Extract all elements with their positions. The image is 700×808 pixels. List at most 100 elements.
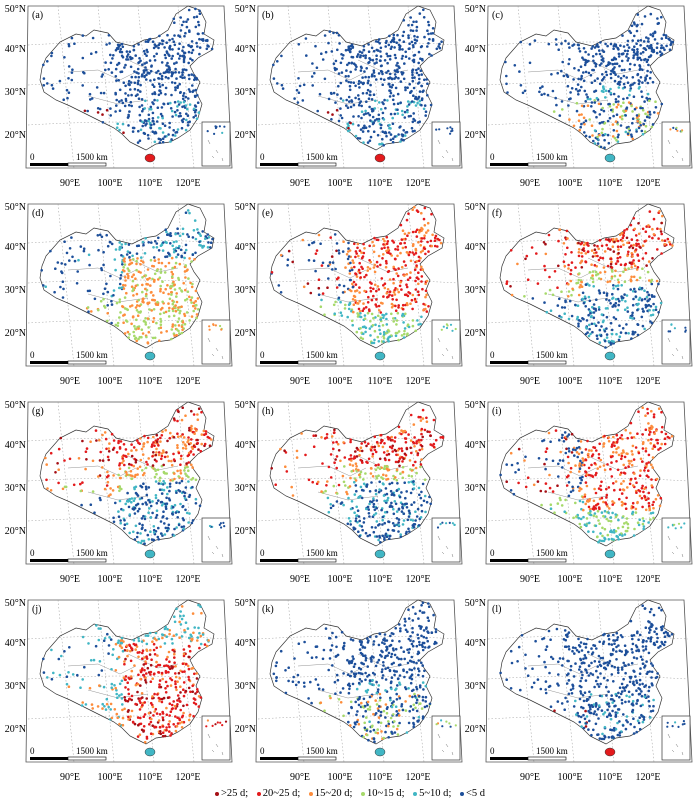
station-dot (163, 482, 167, 485)
station-dot (385, 535, 389, 539)
station-dot (367, 508, 370, 511)
station-dot (173, 265, 177, 269)
station-dot (614, 98, 618, 101)
station-dot (209, 246, 212, 249)
station-dot (544, 490, 547, 493)
station-dot (414, 279, 417, 283)
station-dot (618, 256, 622, 259)
station-dot (614, 317, 618, 321)
station-dot (184, 508, 187, 512)
station-dot (594, 324, 598, 327)
station-dot (421, 408, 425, 412)
station-dot (584, 134, 588, 138)
station-dot (584, 119, 588, 122)
station-dot (358, 291, 361, 294)
station-dot (349, 520, 352, 523)
station-dot (184, 243, 188, 247)
station-dot (83, 109, 87, 113)
station-dot (596, 43, 599, 46)
station-dot (618, 533, 622, 536)
station-dot (135, 262, 138, 266)
station-dot (588, 284, 591, 287)
station-dot (576, 455, 579, 459)
station-dot (429, 443, 432, 446)
station-dot (404, 532, 408, 535)
map-panel: (g)50°N40°N30°N20°N90°E 100°E 110°E 120°E0 1… (5, 400, 233, 585)
station-dot (612, 58, 615, 61)
station-dot (130, 285, 134, 288)
latitude-label: 40°N (5, 242, 26, 253)
station-dot (639, 124, 642, 127)
station-dot (393, 46, 396, 49)
station-dot (195, 303, 198, 307)
station-dot (134, 504, 138, 507)
station-dot (369, 500, 372, 503)
station-dot (155, 472, 158, 476)
station-dot (580, 285, 584, 288)
station-dot (374, 450, 378, 454)
station-dot (354, 462, 358, 465)
station-dot (354, 450, 357, 453)
station-dot (376, 285, 380, 288)
station-dot (410, 100, 414, 103)
inset-islands (437, 337, 454, 360)
station-dot (307, 478, 311, 482)
station-dot (636, 302, 639, 306)
station-dot (590, 249, 594, 252)
station-dot (279, 253, 283, 257)
station-dot (666, 435, 670, 439)
station-dot (641, 68, 644, 72)
station-dot (610, 475, 614, 478)
station-dot (359, 485, 363, 489)
station-dot (178, 262, 182, 266)
station-dot (173, 477, 176, 481)
station-dot (186, 233, 189, 236)
station-dot (636, 521, 640, 524)
station-dot (401, 303, 405, 307)
station-dot (593, 101, 597, 104)
station-dot (364, 472, 367, 475)
station-dot (374, 468, 378, 471)
station-dot (118, 50, 122, 53)
station-dot (422, 107, 426, 111)
station-dot (401, 523, 405, 526)
station-dot (612, 284, 615, 287)
inset-islands (667, 139, 684, 162)
station-dot (418, 441, 421, 444)
station-dot (636, 239, 639, 242)
station-dot (643, 327, 646, 331)
station-dot (119, 274, 123, 277)
station-dot (578, 467, 582, 470)
panel-label: (b) (262, 10, 274, 21)
station-dot (106, 480, 110, 484)
station-dot (180, 479, 184, 483)
station-dot (656, 227, 659, 230)
station-dot (607, 102, 610, 106)
station-dot (155, 120, 159, 123)
station-dot (348, 84, 352, 88)
station-dot (170, 138, 173, 141)
station-dot (562, 440, 566, 443)
station-dot (358, 534, 361, 538)
station-dot (201, 32, 205, 35)
station-dot (149, 79, 152, 82)
station-dot (373, 270, 377, 274)
station-dot (651, 236, 654, 240)
station-dot (627, 57, 630, 60)
map-frame (255, 203, 463, 367)
station-dot (625, 452, 628, 455)
station-dot (405, 285, 409, 289)
station-dot (194, 307, 197, 310)
station-dot (638, 296, 642, 300)
station-dot (542, 439, 546, 442)
station-dot (434, 234, 438, 238)
station-dot (115, 451, 119, 454)
station-dot (560, 69, 563, 73)
station-dot (597, 258, 601, 262)
station-dot (148, 59, 152, 62)
station-dot (185, 68, 188, 72)
station-dot (181, 433, 184, 436)
station-dot (637, 126, 641, 130)
station-dot (364, 126, 368, 129)
station-dot (668, 48, 672, 51)
